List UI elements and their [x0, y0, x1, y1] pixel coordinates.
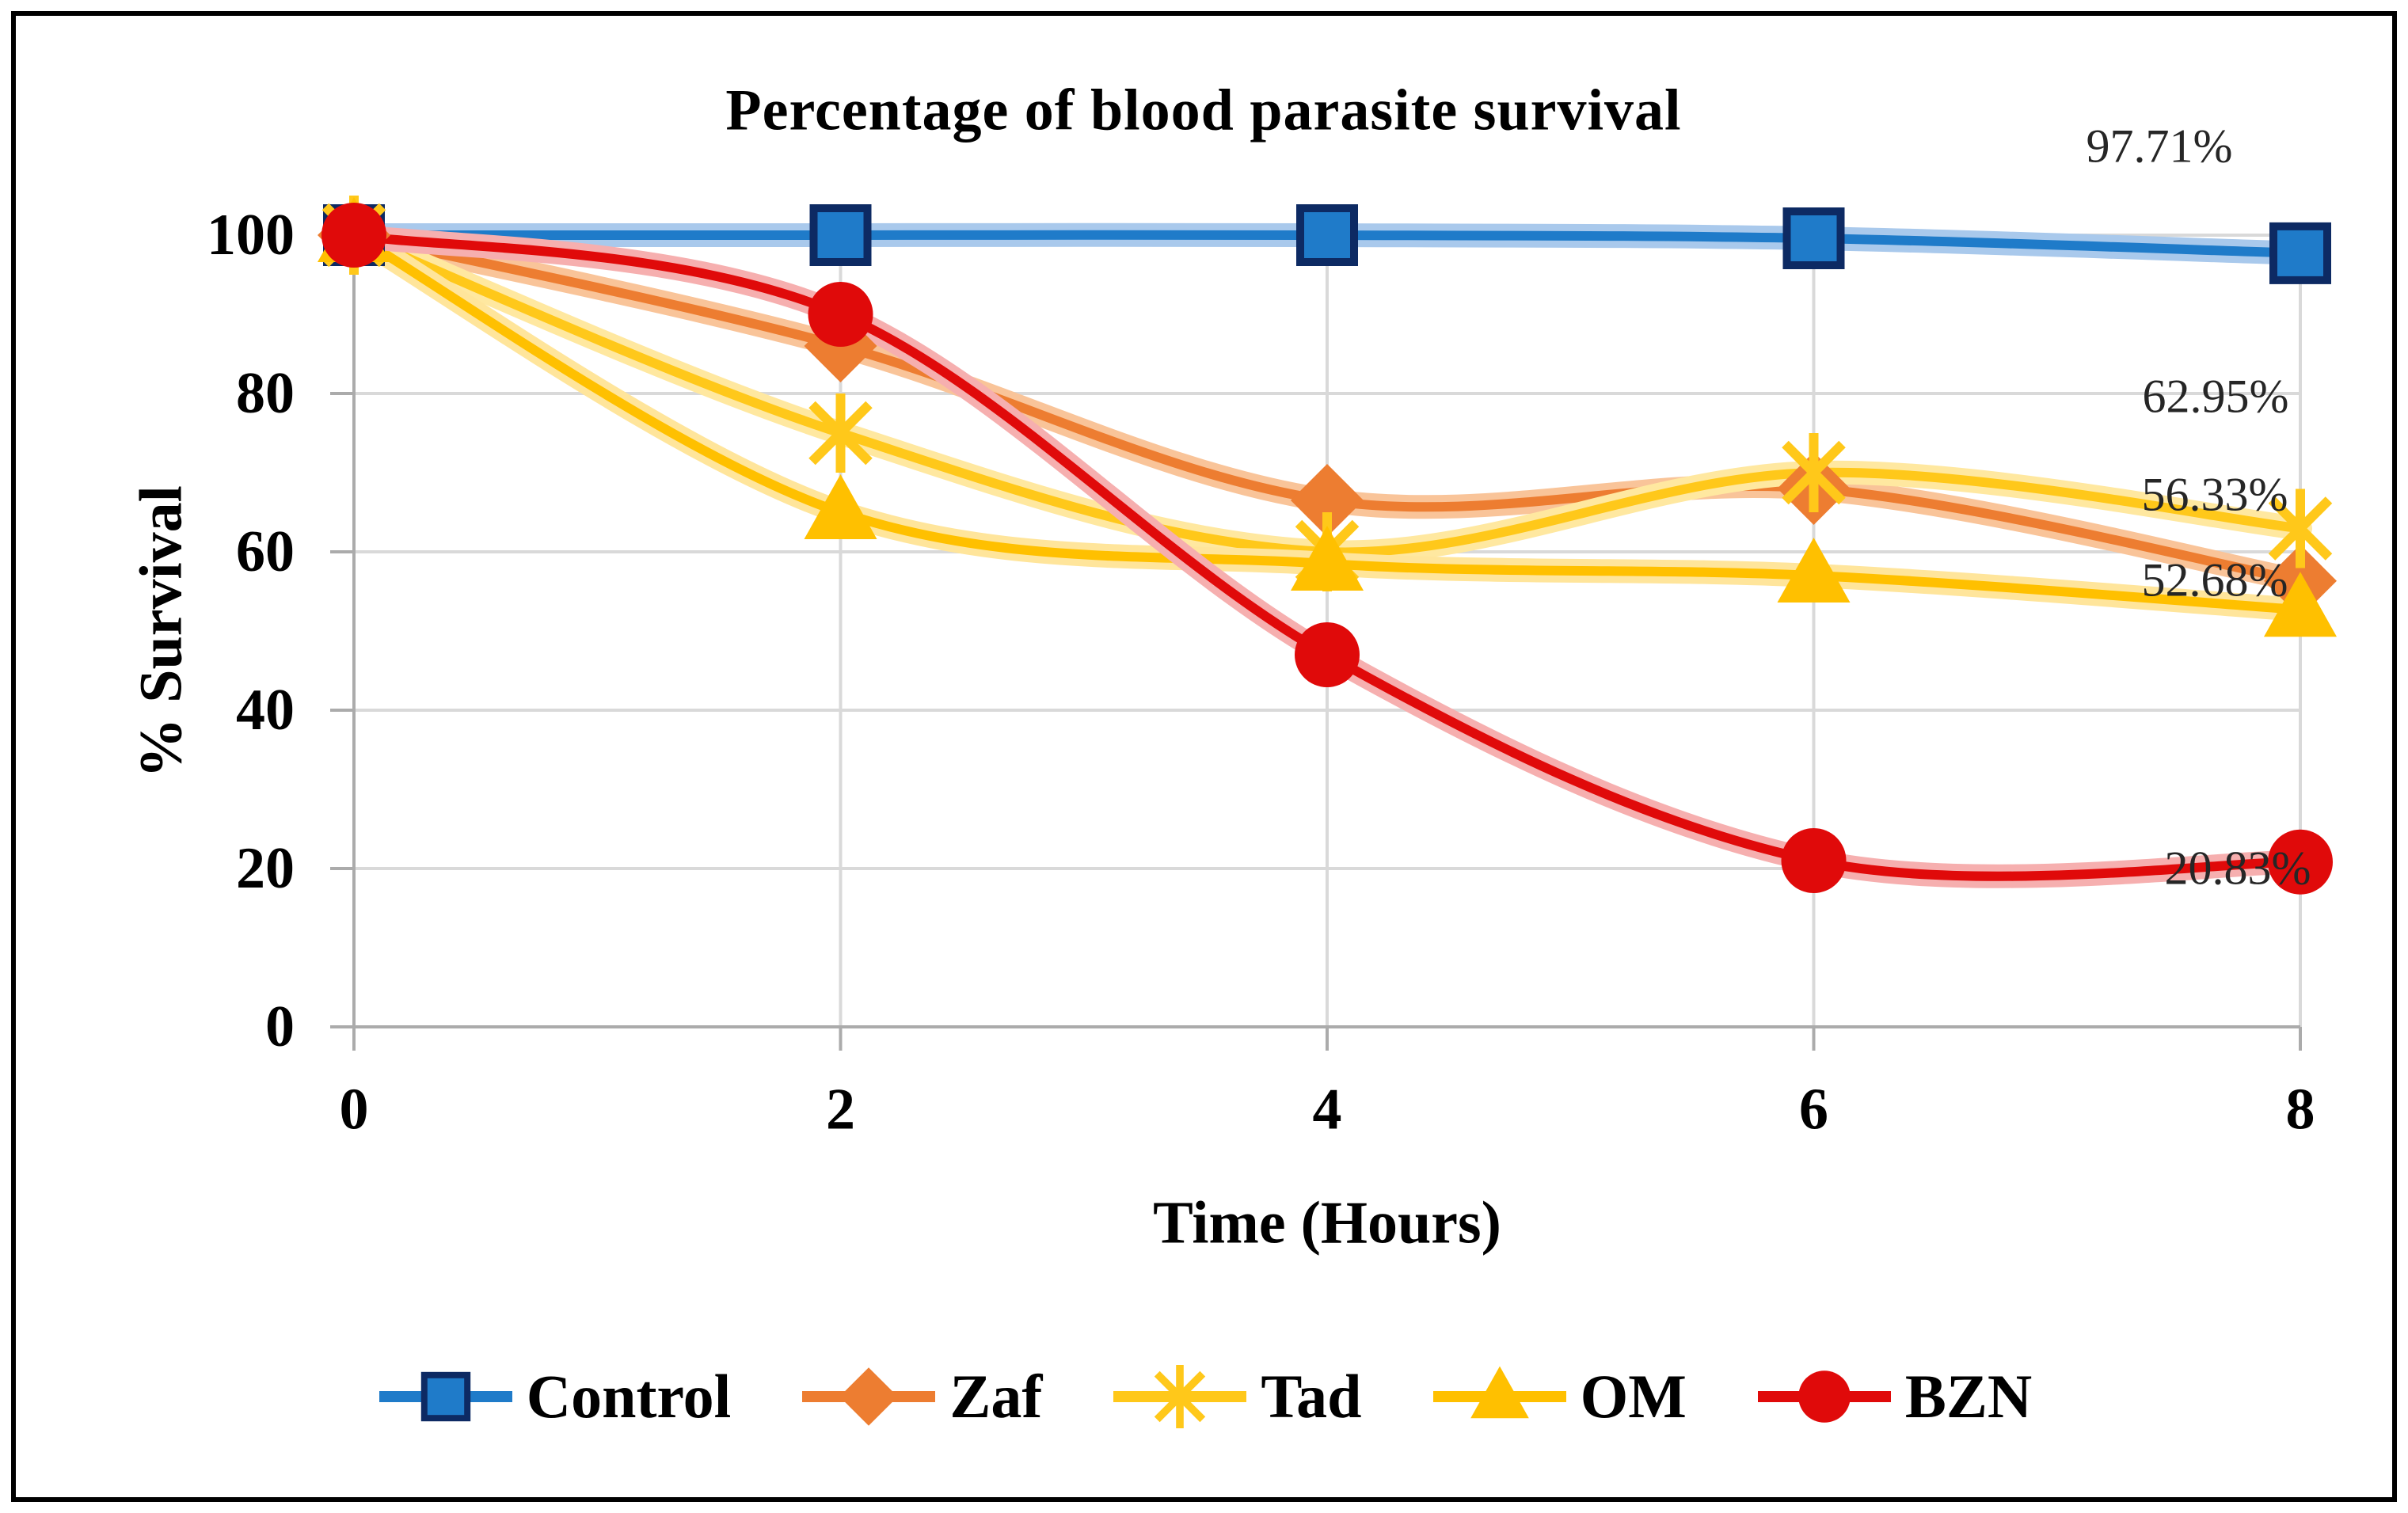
om-triangle-marker	[804, 474, 877, 539]
bzn-circle-marker	[1781, 828, 1847, 893]
figure-border	[11, 11, 2397, 1502]
control-square-marker	[809, 204, 872, 266]
legend: Control Zaf Tad OM BZN	[0, 1355, 2408, 1438]
om-triangle-marker	[1291, 526, 1364, 591]
y-tick-label-100: 100	[207, 203, 295, 268]
y-tick-label-40: 40	[236, 678, 295, 743]
y-tick-label-20: 20	[236, 836, 295, 901]
y-tick-label-80: 80	[236, 361, 295, 426]
om-triangle-marker	[1470, 1366, 1529, 1419]
legend-marker-bzn	[1757, 1370, 1891, 1423]
legend-label-bzn: BZN	[1904, 1362, 2033, 1431]
control-square-marker	[1296, 204, 1358, 266]
om-triangle-marker	[1777, 538, 1851, 603]
y-tick-label-0: 0	[265, 994, 295, 1059]
legend-marker-om	[1432, 1366, 1566, 1419]
legend-item-bzn: BZN	[1755, 1355, 2032, 1438]
zaf-diamond-marker	[1291, 464, 1364, 537]
x-tick-label-2: 2	[826, 1077, 855, 1142]
tad-asterisk-marker	[1155, 1370, 1206, 1423]
x-tick-label-8: 8	[2285, 1077, 2315, 1142]
control-square-marker	[2269, 222, 2331, 284]
legend-item-om: OM	[1430, 1355, 1687, 1438]
zaf-diamond-marker	[839, 1367, 899, 1426]
data-label-tad: 62.95%	[2142, 370, 2289, 423]
tad-asterisk-marker	[808, 401, 873, 466]
bzn-circle-marker	[1798, 1370, 1851, 1423]
legend-marker-control	[379, 1371, 512, 1422]
legend-label-control: Control	[526, 1362, 732, 1431]
bzn-circle-marker	[2268, 829, 2333, 895]
legend-label-tad: Tad	[1261, 1362, 1362, 1431]
legend-marker-tad	[1113, 1365, 1247, 1428]
tad-asterisk-marker	[2268, 496, 2333, 561]
legend-item-zaf: Zaf	[799, 1355, 1042, 1438]
bzn-circle-marker	[1295, 622, 1360, 687]
x-tick-label-0: 0	[339, 1077, 369, 1142]
control-square-marker	[1782, 207, 1845, 269]
x-tick-label-4: 4	[1312, 1077, 1342, 1142]
chart-title: Percentage of blood parasite survival	[725, 78, 1682, 143]
data-label-zaf: 56.33%	[2141, 468, 2288, 521]
om-triangle-marker	[2264, 572, 2337, 637]
legend-item-control: Control	[376, 1355, 732, 1438]
legend-label-om: OM	[1580, 1362, 1687, 1431]
legend-marker-zaf	[802, 1367, 936, 1426]
legend-item-tad: Tad	[1110, 1355, 1362, 1438]
x-axis-title: Time (Hours)	[1153, 1189, 1501, 1256]
data-label-control: 97.71%	[2086, 120, 2233, 173]
tad-asterisk-marker	[1782, 440, 1846, 505]
control-square-marker	[420, 1371, 470, 1422]
legend-label-zaf: Zaf	[949, 1362, 1043, 1431]
bzn-circle-marker	[321, 203, 386, 268]
x-tick-label-6: 6	[1799, 1077, 1828, 1142]
data-label-om: 52.68%	[2141, 553, 2288, 606]
bzn-circle-marker	[808, 282, 873, 347]
data-label-bzn: 20.83%	[2164, 842, 2311, 895]
y-tick-label-60: 60	[236, 519, 295, 584]
